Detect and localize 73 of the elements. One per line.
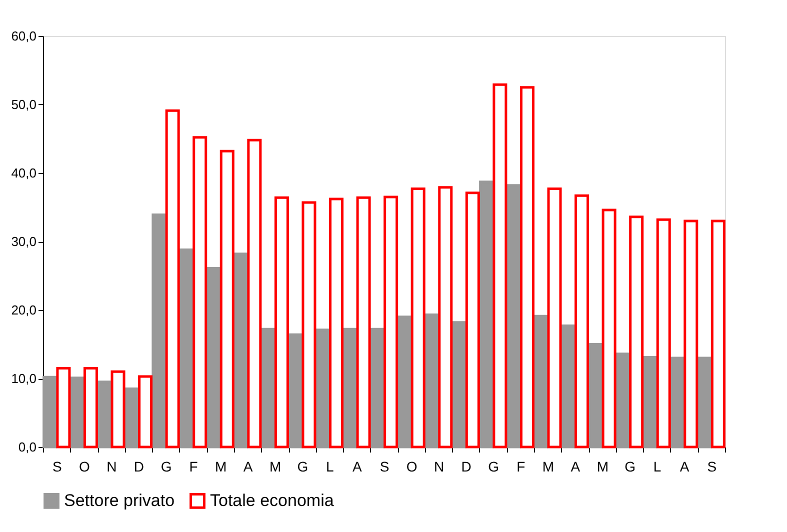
bar bbox=[384, 196, 398, 448]
bar bbox=[274, 196, 289, 448]
bar bbox=[684, 220, 698, 448]
bar bbox=[206, 266, 221, 448]
y-tick-label: 60,0 bbox=[11, 28, 36, 44]
x-tick-label: F bbox=[516, 458, 526, 474]
x-tick-label: M bbox=[270, 458, 282, 474]
x-tick-label: A bbox=[243, 458, 254, 474]
bar bbox=[56, 366, 71, 448]
bar bbox=[315, 328, 330, 448]
bar bbox=[465, 192, 480, 448]
x-tick-label: L bbox=[326, 458, 334, 474]
bar bbox=[410, 188, 426, 448]
bar bbox=[629, 216, 644, 448]
bar bbox=[247, 138, 262, 448]
x-tick-label: M bbox=[214, 458, 227, 474]
bar bbox=[192, 136, 208, 448]
bar bbox=[710, 220, 726, 448]
bar bbox=[329, 198, 344, 448]
bar bbox=[452, 321, 466, 448]
bar bbox=[356, 196, 371, 448]
bar bbox=[574, 194, 590, 448]
x-tick-label: D bbox=[461, 458, 472, 474]
x-tick-label: S bbox=[380, 458, 390, 474]
bar bbox=[492, 83, 508, 448]
x-tick-label: G bbox=[624, 458, 636, 474]
bar bbox=[138, 375, 153, 448]
y-tick-label: 40,0 bbox=[11, 166, 36, 180]
bar bbox=[165, 109, 180, 448]
x-tick-label: A bbox=[570, 458, 581, 474]
x-tick-label: N bbox=[106, 458, 117, 474]
x-tick-label: S bbox=[52, 458, 62, 474]
x-tick-label: A bbox=[352, 458, 363, 474]
bar bbox=[220, 150, 234, 448]
bar bbox=[520, 86, 534, 448]
legend-label: Totale economia bbox=[210, 490, 334, 510]
x-tick-label: S bbox=[707, 458, 717, 474]
bar bbox=[342, 328, 358, 448]
y-tick-label: 20,0 bbox=[11, 302, 36, 318]
x-tick-label: O bbox=[406, 458, 418, 474]
bar bbox=[697, 356, 712, 448]
bar bbox=[506, 184, 521, 448]
bar bbox=[656, 218, 671, 448]
bar bbox=[438, 186, 453, 448]
y-tick-label: 30,0 bbox=[11, 234, 36, 249]
x-tick-label: O bbox=[78, 458, 90, 474]
x-tick-label: D bbox=[134, 458, 144, 474]
y-tick-label: 0,0 bbox=[18, 440, 36, 454]
bar bbox=[152, 214, 166, 448]
bar bbox=[260, 328, 276, 448]
bar bbox=[547, 188, 562, 448]
bar bbox=[83, 366, 98, 448]
x-tick-label: F bbox=[189, 458, 198, 474]
bar bbox=[97, 380, 112, 448]
bar bbox=[70, 376, 84, 448]
bar bbox=[602, 208, 616, 448]
x-tick-label: M bbox=[596, 458, 609, 474]
bar bbox=[110, 370, 126, 448]
bar bbox=[42, 376, 58, 448]
y-tick-label: 50,0 bbox=[11, 97, 36, 112]
legend-label: Settore privato bbox=[64, 490, 175, 510]
x-tick-label: G bbox=[297, 458, 308, 474]
bar bbox=[302, 201, 316, 448]
x-tick-label: G bbox=[488, 458, 500, 474]
x-tick-label: M bbox=[542, 458, 554, 474]
bar bbox=[642, 356, 658, 448]
x-tick-label: G bbox=[160, 458, 172, 474]
x-tick-label: A bbox=[680, 458, 690, 474]
x-tick-label: L bbox=[653, 458, 662, 474]
y-tick-label: 10,0 bbox=[11, 371, 36, 386]
x-tick-label: N bbox=[434, 458, 444, 474]
bar bbox=[588, 343, 603, 448]
bar bbox=[397, 316, 412, 448]
